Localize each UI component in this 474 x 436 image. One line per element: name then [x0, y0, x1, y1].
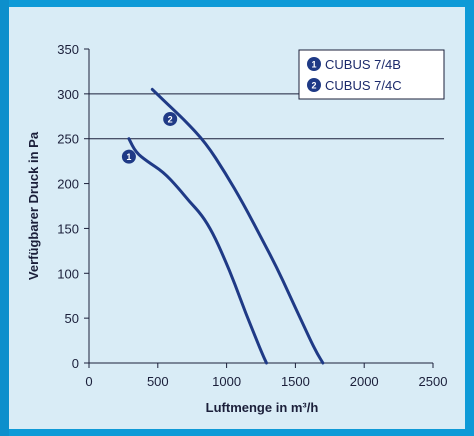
y-tick-label: 100 [57, 266, 79, 281]
frame-left-strip [0, 0, 9, 436]
curve-marker-circle [121, 149, 136, 164]
x-tick-label: 1000 [212, 374, 241, 389]
y-tick-label: 150 [57, 221, 79, 236]
legend-marker-circle [307, 78, 321, 92]
y-tick-label: 350 [57, 42, 79, 57]
x-tick-label: 2000 [350, 374, 379, 389]
legend-entry: 2 CUBUS 7/4C [307, 78, 402, 93]
x-axis-title: Luftmenge in m³/h [206, 400, 319, 415]
y-tick-label: 250 [57, 132, 79, 147]
legend-entry: 1 CUBUS 7/4B [307, 57, 401, 72]
legend: 1 CUBUS 7/4B 2 CUBUS 7/4C [298, 49, 445, 100]
x-tick-label: 500 [147, 374, 169, 389]
tick-labels: 0 50 100 150 200 250 300 350 0 500 1000 1500 2000 250… [57, 42, 447, 389]
x-tick-label: 2500 [419, 374, 448, 389]
reference-lines [89, 93, 444, 140]
curve-marker-circle [163, 111, 178, 126]
curve-markers: 12 [121, 111, 178, 164]
legend-marker-circle [307, 57, 321, 71]
curve-marker-label: 1 [126, 152, 131, 162]
curve-marker-label: 2 [168, 114, 173, 124]
legend-marker-label: 1 [311, 60, 316, 70]
y-tick-label: 50 [65, 311, 79, 326]
curve-series-1 [127, 137, 268, 365]
legend-entry-text: CUBUS 7/4B [325, 57, 401, 72]
y-tick-label: 300 [57, 87, 79, 102]
curve-marker: 2 [163, 111, 178, 126]
y-tick-label: 200 [57, 177, 79, 192]
legend-marker-label: 2 [311, 81, 316, 91]
curve-marker: 1 [121, 149, 136, 164]
x-tick-label: 1500 [281, 374, 310, 389]
legend-entry-text: CUBUS 7/4C [325, 78, 402, 93]
x-tick-label: 0 [85, 374, 92, 389]
y-tick-label: 0 [72, 356, 79, 371]
y-axis-title: Verfügbarer Druck in Pa [26, 131, 41, 280]
curves [127, 87, 325, 365]
axes [84, 48, 434, 368]
legend-box [298, 49, 445, 100]
curve-series-2 [150, 87, 325, 365]
